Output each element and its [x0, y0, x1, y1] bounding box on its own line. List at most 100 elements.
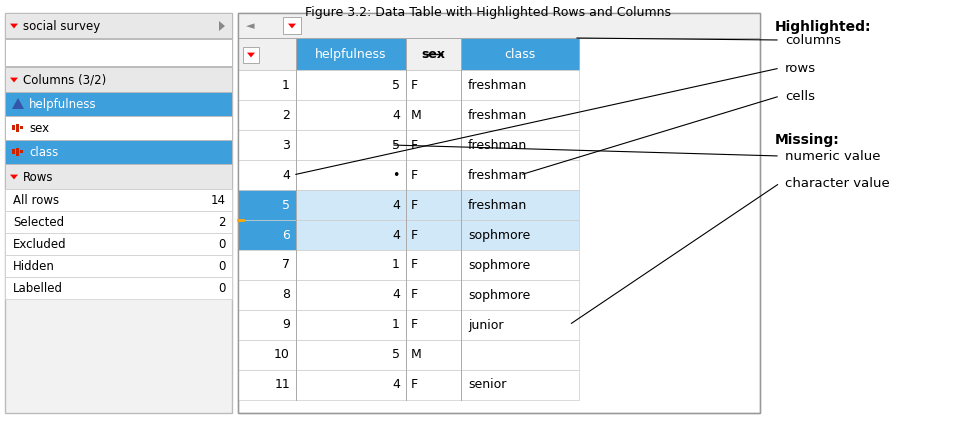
Bar — [461, 220, 579, 250]
Bar — [296, 310, 406, 340]
Bar — [406, 340, 461, 370]
Bar — [238, 160, 296, 190]
Bar — [5, 233, 232, 255]
Bar — [238, 370, 296, 400]
Text: 8: 8 — [282, 288, 290, 301]
Text: 2: 2 — [219, 216, 226, 229]
Bar — [296, 220, 406, 250]
Bar — [406, 70, 461, 100]
Bar — [21, 126, 23, 129]
Bar — [238, 13, 760, 413]
Bar — [5, 39, 232, 66]
Bar — [283, 17, 301, 34]
Bar — [406, 280, 461, 310]
Bar — [21, 150, 23, 153]
Text: sex: sex — [421, 48, 445, 60]
Text: •: • — [393, 169, 400, 181]
Text: rows: rows — [785, 62, 816, 74]
Polygon shape — [10, 24, 18, 28]
Bar — [5, 164, 232, 189]
Text: Figure 3.2: Data Table with Highlighted Rows and Columns: Figure 3.2: Data Table with Highlighted … — [305, 6, 671, 19]
Bar — [461, 130, 579, 160]
Text: F: F — [411, 288, 418, 301]
Bar — [238, 310, 296, 340]
Text: F: F — [411, 378, 418, 392]
Bar — [296, 340, 406, 370]
Bar — [13, 149, 16, 154]
Polygon shape — [10, 175, 18, 179]
Bar — [238, 190, 296, 220]
Text: F: F — [411, 229, 418, 241]
Bar — [461, 100, 579, 130]
Text: 10: 10 — [275, 348, 290, 362]
Text: 1: 1 — [392, 259, 400, 271]
Bar — [5, 116, 232, 140]
Text: F: F — [411, 199, 418, 211]
Bar — [406, 130, 461, 160]
Bar — [238, 340, 296, 370]
Bar — [461, 340, 579, 370]
Text: character value: character value — [785, 176, 890, 190]
Bar — [406, 250, 461, 280]
Bar — [238, 38, 296, 70]
Text: sex: sex — [29, 122, 49, 134]
Text: sophmore: sophmore — [468, 229, 531, 241]
Text: All rows: All rows — [13, 193, 60, 206]
Bar — [238, 13, 760, 38]
Bar — [296, 100, 406, 130]
Text: 9: 9 — [282, 318, 290, 332]
Bar — [238, 13, 760, 413]
Text: freshman: freshman — [468, 139, 528, 152]
Bar — [17, 148, 20, 156]
Polygon shape — [247, 53, 255, 57]
Bar — [5, 92, 232, 116]
Bar — [296, 190, 406, 220]
Bar — [5, 255, 232, 277]
Text: freshman: freshman — [468, 199, 528, 211]
Bar — [238, 70, 296, 100]
Bar — [238, 280, 296, 310]
Text: senior: senior — [468, 378, 506, 392]
Text: F: F — [411, 259, 418, 271]
Text: 4: 4 — [392, 199, 400, 211]
Text: cells: cells — [785, 89, 815, 102]
Text: social survey: social survey — [23, 20, 101, 33]
Bar — [5, 67, 232, 92]
Text: ◄: ◄ — [246, 21, 254, 31]
Text: Hidden: Hidden — [13, 259, 55, 273]
Bar — [5, 13, 232, 38]
Bar — [406, 190, 461, 220]
Bar — [5, 211, 232, 233]
Text: Labelled: Labelled — [13, 282, 63, 294]
Polygon shape — [219, 21, 225, 31]
Text: 7: 7 — [282, 259, 290, 271]
Bar — [461, 370, 579, 400]
Bar — [296, 160, 406, 190]
Text: 5: 5 — [282, 199, 290, 211]
Text: Columns (3/2): Columns (3/2) — [23, 74, 106, 86]
Bar — [13, 125, 16, 130]
Text: 4: 4 — [392, 288, 400, 301]
Bar — [296, 130, 406, 160]
Text: Rows: Rows — [23, 170, 54, 184]
Bar — [5, 13, 232, 413]
Bar — [296, 70, 406, 100]
Bar — [461, 250, 579, 280]
Text: 5: 5 — [392, 78, 400, 92]
Text: 1: 1 — [282, 78, 290, 92]
Text: class: class — [29, 146, 59, 158]
Text: Missing:: Missing: — [775, 133, 840, 147]
Polygon shape — [288, 24, 296, 28]
Text: 14: 14 — [211, 193, 226, 206]
Text: 3: 3 — [282, 139, 290, 152]
Text: numeric value: numeric value — [785, 149, 880, 163]
Text: class: class — [504, 48, 535, 60]
Text: 0: 0 — [219, 282, 226, 294]
Bar — [406, 220, 461, 250]
Text: F: F — [411, 318, 418, 332]
Text: 4: 4 — [392, 378, 400, 392]
Bar — [461, 280, 579, 310]
Text: Excluded: Excluded — [13, 238, 66, 250]
Bar — [461, 190, 579, 220]
Text: freshman: freshman — [468, 169, 528, 181]
